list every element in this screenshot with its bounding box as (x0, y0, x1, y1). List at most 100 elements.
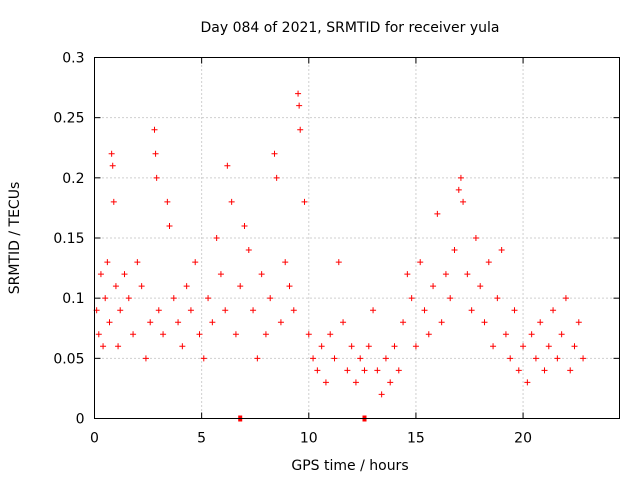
data-point (490, 343, 497, 350)
data-point (382, 355, 389, 362)
data-point (537, 319, 544, 326)
data-point (160, 331, 167, 338)
data-point (498, 247, 505, 254)
data-point (152, 150, 159, 157)
data-point (327, 331, 334, 338)
y-tick-label: 0.15 (53, 231, 84, 247)
data-point (430, 283, 437, 290)
data-point (511, 307, 518, 314)
data-point (348, 343, 355, 350)
y-tick-label: 0 (76, 412, 85, 428)
data-point (502, 331, 509, 338)
data-point (250, 307, 257, 314)
data-point (571, 343, 578, 350)
data-point (108, 150, 115, 157)
data-point (387, 379, 394, 386)
data-point (421, 307, 428, 314)
data-point (455, 186, 462, 193)
data-point (115, 343, 122, 350)
data-point (481, 319, 488, 326)
data-point (310, 355, 317, 362)
x-tick-label: 15 (407, 431, 425, 447)
data-point (271, 150, 278, 157)
chart-title: Day 084 of 2021, SRMTID for receiver yul… (200, 20, 499, 36)
data-point (134, 259, 141, 266)
data-point (425, 331, 432, 338)
data-point (155, 307, 162, 314)
data-point (290, 307, 297, 314)
data-point (267, 295, 274, 302)
data-point (314, 367, 321, 374)
x-tick-label: 0 (90, 431, 99, 447)
plot-frame (94, 57, 620, 419)
data-point (296, 102, 303, 109)
data-point (222, 307, 229, 314)
data-point (254, 355, 261, 362)
data-point (109, 162, 116, 169)
data-point (468, 307, 475, 314)
data-point (130, 331, 137, 338)
data-point (357, 355, 364, 362)
data-point (451, 247, 458, 254)
x-tick-label: 20 (514, 431, 532, 447)
data-point (408, 295, 415, 302)
data-point (545, 343, 552, 350)
data-point (515, 367, 522, 374)
data-point (138, 283, 145, 290)
data-point (301, 198, 308, 205)
data-point (232, 331, 239, 338)
data-point (297, 126, 304, 133)
data-point (187, 307, 194, 314)
y-tick-label: 0.25 (53, 111, 84, 127)
data-point (485, 259, 492, 266)
data-point (412, 343, 419, 350)
data-point (97, 271, 104, 278)
data-point (245, 247, 252, 254)
data-point (110, 198, 117, 205)
data-point (102, 295, 109, 302)
data-point (104, 259, 111, 266)
data-point (554, 355, 561, 362)
y-tick-label: 0.2 (62, 171, 84, 187)
data-point (541, 367, 548, 374)
data-point (404, 271, 411, 278)
data-point (447, 295, 454, 302)
data-point (567, 367, 574, 374)
data-point (395, 367, 402, 374)
data-point (532, 355, 539, 362)
data-point (305, 331, 312, 338)
data-point (213, 235, 220, 241)
data-point (434, 210, 441, 217)
data-point (524, 379, 531, 386)
data-point (494, 295, 501, 302)
data-point (400, 319, 407, 326)
x-tick-label: 5 (197, 431, 206, 447)
data-point (417, 259, 424, 266)
data-point (282, 259, 289, 266)
data-point (166, 222, 173, 229)
data-point (340, 319, 347, 326)
data-point (241, 222, 248, 229)
data-point (183, 283, 190, 290)
data-point (477, 283, 484, 290)
data-point (258, 271, 265, 278)
data-point (318, 343, 325, 350)
data-point (520, 343, 527, 350)
data-point (457, 174, 464, 181)
data-point (175, 319, 182, 326)
data-point (322, 379, 329, 386)
data-point (117, 307, 124, 314)
data-point (196, 331, 203, 338)
data-point (277, 319, 284, 326)
data-point (106, 319, 113, 326)
data-point (205, 295, 212, 302)
data-point (217, 271, 224, 278)
data-point (142, 355, 149, 362)
x-axis-label: GPS time / hours (291, 458, 408, 474)
data-point (374, 367, 381, 374)
data-point (391, 343, 398, 350)
data-point (228, 198, 235, 205)
grid-layer (94, 57, 620, 419)
data-point (580, 355, 587, 362)
